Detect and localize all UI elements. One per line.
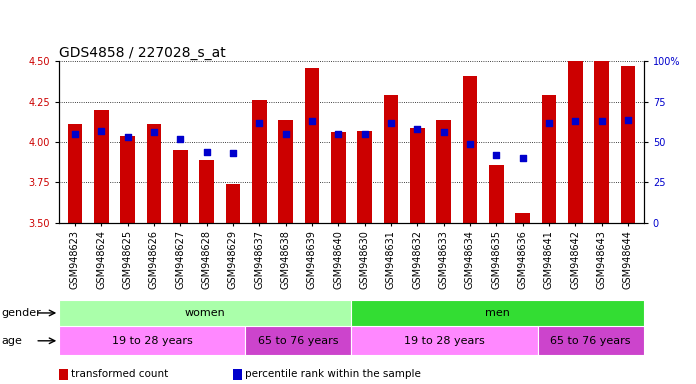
Bar	[199, 160, 214, 223]
Bar	[94, 110, 109, 223]
Text: 65 to 76 years: 65 to 76 years	[258, 336, 338, 346]
Point	[70, 131, 81, 137]
Point	[175, 136, 186, 142]
Text: transformed count: transformed count	[71, 369, 168, 379]
Text: age: age	[1, 336, 22, 346]
Bar	[383, 95, 398, 223]
Bar	[120, 136, 135, 223]
Point	[438, 129, 449, 136]
Bar	[226, 184, 240, 223]
Point	[280, 131, 291, 137]
Point	[306, 118, 317, 124]
Point	[228, 150, 239, 156]
Point	[122, 134, 133, 140]
Point	[148, 129, 159, 136]
Bar	[173, 150, 187, 223]
Text: 65 to 76 years: 65 to 76 years	[551, 336, 631, 346]
Point	[386, 120, 397, 126]
Point	[359, 131, 370, 137]
Bar	[537, 326, 644, 355]
Bar	[358, 131, 372, 223]
Text: GDS4858 / 227028_s_at: GDS4858 / 227028_s_at	[59, 46, 226, 60]
Bar	[351, 326, 537, 355]
Point	[544, 120, 555, 126]
Bar	[68, 124, 82, 223]
Bar	[59, 326, 245, 355]
Text: percentile rank within the sample: percentile rank within the sample	[245, 369, 421, 379]
Bar	[410, 127, 425, 223]
Bar	[252, 100, 267, 223]
Bar	[541, 95, 556, 223]
Bar	[516, 213, 530, 223]
Point	[201, 149, 212, 155]
Point	[622, 116, 633, 122]
Text: women: women	[185, 308, 226, 318]
Point	[333, 131, 344, 137]
Bar	[594, 0, 609, 223]
Point	[254, 120, 265, 126]
Bar	[59, 300, 351, 326]
Text: 19 to 28 years: 19 to 28 years	[404, 336, 485, 346]
Bar	[305, 68, 319, 223]
Bar	[245, 326, 351, 355]
Text: gender: gender	[1, 308, 41, 318]
Bar	[351, 300, 644, 326]
Point	[570, 118, 581, 124]
Point	[491, 152, 502, 158]
Text: men: men	[485, 308, 510, 318]
Point	[596, 118, 607, 124]
Point	[464, 141, 475, 147]
Text: 19 to 28 years: 19 to 28 years	[112, 336, 193, 346]
Point	[412, 126, 423, 132]
Point	[517, 155, 528, 161]
Bar	[463, 76, 477, 223]
Bar	[278, 119, 293, 223]
Point	[96, 128, 107, 134]
Bar	[621, 66, 635, 223]
Bar	[147, 124, 161, 223]
Bar	[436, 119, 451, 223]
Bar	[331, 132, 345, 223]
Bar	[489, 165, 504, 223]
Bar	[568, 0, 583, 223]
